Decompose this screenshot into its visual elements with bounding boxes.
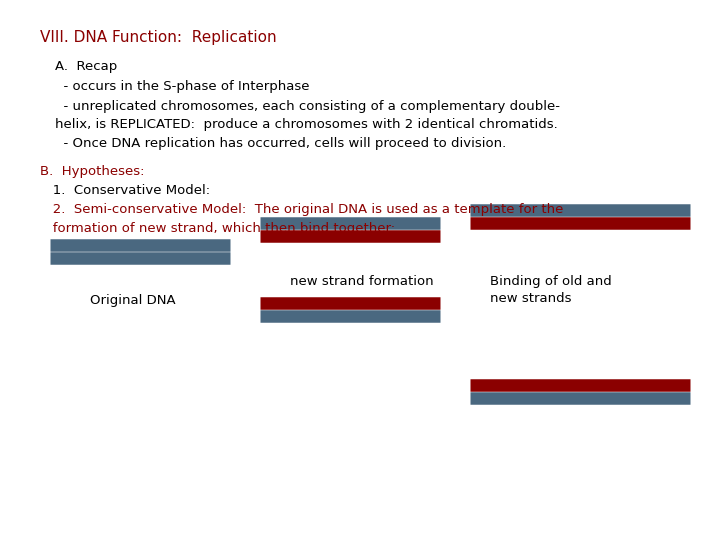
Text: - unreplicated chromosomes, each consisting of a complementary double-: - unreplicated chromosomes, each consist… bbox=[55, 100, 560, 113]
Text: Binding of old and: Binding of old and bbox=[490, 275, 612, 288]
Text: VIII. DNA Function:  Replication: VIII. DNA Function: Replication bbox=[40, 30, 276, 45]
Text: 2.  Semi-conservative Model:  The original DNA is used as a template for the: 2. Semi-conservative Model: The original… bbox=[40, 203, 563, 216]
Text: B.  Hypotheses:: B. Hypotheses: bbox=[40, 165, 145, 178]
Text: - occurs in the S-phase of Interphase: - occurs in the S-phase of Interphase bbox=[55, 80, 310, 93]
Text: - Once DNA replication has occurred, cells will proceed to division.: - Once DNA replication has occurred, cel… bbox=[55, 137, 506, 150]
Text: new strand formation: new strand formation bbox=[290, 275, 433, 288]
Text: new strands: new strands bbox=[490, 292, 572, 305]
Text: formation of new strand, which then bind together:: formation of new strand, which then bind… bbox=[40, 222, 395, 235]
Text: 1.  Conservative Model:: 1. Conservative Model: bbox=[40, 184, 210, 197]
Text: helix, is REPLICATED:  produce a chromosomes with 2 identical chromatids.: helix, is REPLICATED: produce a chromoso… bbox=[55, 118, 558, 131]
Text: A.  Recap: A. Recap bbox=[55, 60, 117, 73]
Text: Original DNA: Original DNA bbox=[90, 294, 176, 307]
